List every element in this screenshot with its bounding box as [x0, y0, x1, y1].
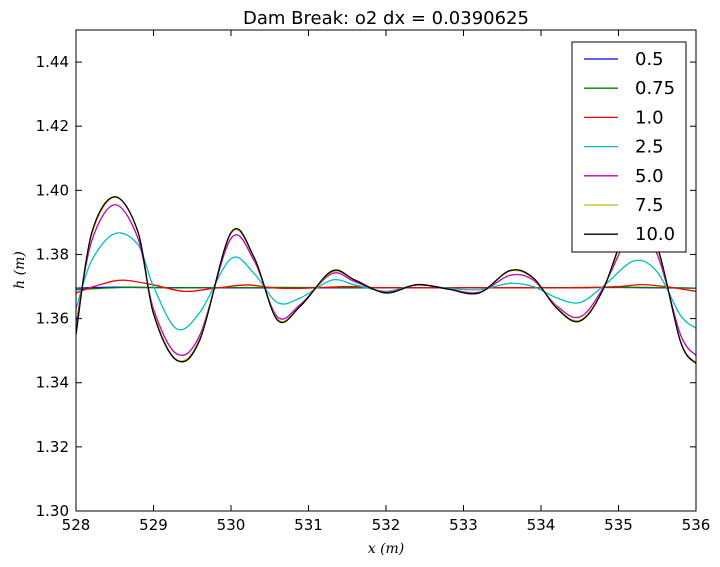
legend-label-3: 2.5	[635, 137, 664, 158]
x-tick-label: 529	[139, 516, 168, 534]
legend-label-5: 7.5	[635, 195, 664, 216]
legend-label-1: 0.75	[635, 78, 675, 99]
x-tick-label: 531	[294, 516, 323, 534]
y-tick-label: 1.34	[36, 374, 69, 392]
y-tick-label: 1.44	[36, 53, 69, 71]
chart-title: Dam Break: o2 dx = 0.0390625	[243, 8, 529, 29]
x-tick-label: 533	[449, 516, 478, 534]
legend-label-6: 10.0	[635, 224, 675, 245]
legend-label-2: 1.0	[635, 107, 664, 128]
x-tick-label: 536	[682, 516, 711, 534]
y-tick-label: 1.38	[36, 245, 69, 263]
x-tick-label: 535	[604, 516, 633, 534]
legend-label-0: 0.5	[635, 49, 664, 70]
legend: 0.5 0.75 1.0 2.5 5.0 7.5 10.0	[571, 41, 687, 253]
ticks-layer	[75, 30, 697, 512]
y-tick-label: 1.30	[36, 502, 69, 520]
x-axis-label: x (m)	[368, 541, 405, 557]
x-tick-label: 534	[527, 516, 556, 534]
series-line-4	[76, 204, 696, 357]
y-axis-label: h (m)	[12, 251, 28, 289]
x-tick-label: 528	[62, 516, 91, 534]
y-tick-label: 1.42	[36, 117, 69, 135]
series-line-6	[76, 196, 696, 364]
x-tick-label: 532	[372, 516, 401, 534]
legend-label-4: 5.0	[635, 166, 664, 187]
y-tick-label: 1.32	[36, 438, 69, 456]
series-layer	[76, 196, 696, 364]
y-tick-label: 1.36	[36, 310, 69, 328]
series-line-3	[76, 232, 696, 331]
y-tick-label: 1.40	[36, 181, 69, 199]
x-tick-label: 530	[217, 516, 246, 534]
tick-labels-layer: 528 529 530 531 532 533 534 535 536 1.30 1.32 1.34 1…	[36, 53, 711, 534]
